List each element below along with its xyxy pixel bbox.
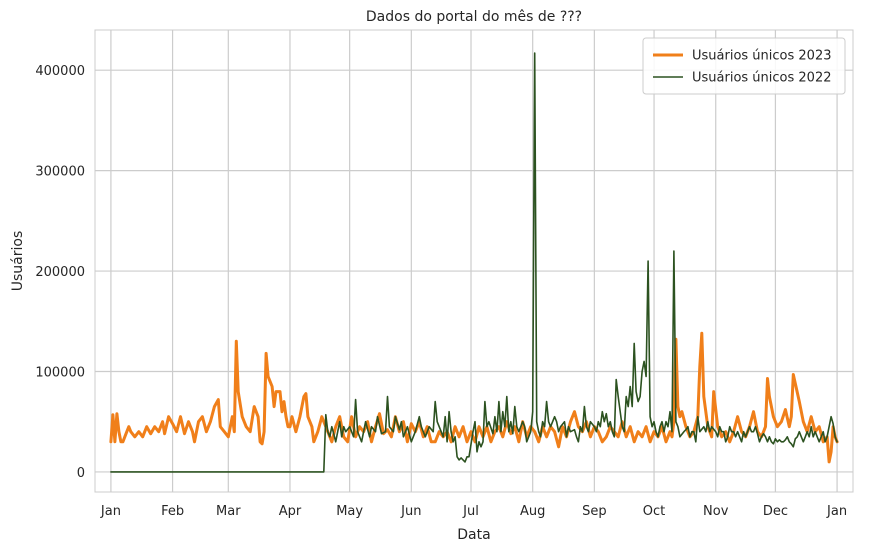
x-tick-label: Apr [279,504,302,519]
y-tick-label: 0 [77,466,85,481]
x-tick-label: Jun [400,504,421,519]
x-tick-label: Oct [643,504,665,519]
legend-label: Usuários únicos 2022 [692,71,832,86]
y-tick-label: 400000 [35,64,85,79]
legend: Usuários únicos 2023 Usuários únicos 2022 [642,37,846,95]
x-tick-label: Jan [826,504,847,519]
x-tick-label: Jan [100,504,121,519]
y-axis-label: Usuários [10,231,26,292]
y-axis-ticks: 0 100000 200000 300000 400000 [35,64,85,481]
x-axis-ticks: Jan Feb Mar Apr May Jun Jul Aug Sep Oct Nov Dec Jan [100,504,847,519]
x-tick-label: Nov [703,504,729,519]
x-axis-label: Data [457,527,490,543]
y-tick-label: 200000 [35,265,85,280]
x-tick-label: Jul [462,504,479,519]
series-layer [109,52,839,473]
series-line-2 [110,52,838,473]
plot-area [94,29,854,493]
y-tick-label: 300000 [35,165,85,180]
x-tick-label: Sep [582,504,607,519]
x-tick-label: May [336,504,363,519]
x-tick-label: Feb [161,504,184,519]
chart-title: Dados do portal do mês de ??? [366,9,582,25]
x-tick-label: Dec [763,504,788,519]
legend-box [642,37,846,95]
y-tick-label: 100000 [35,365,85,380]
series-line-1 [109,331,839,464]
legend-label: Usuários únicos 2023 [692,49,832,64]
x-tick-label: Aug [520,504,545,519]
x-tick-label: Mar [216,504,241,519]
